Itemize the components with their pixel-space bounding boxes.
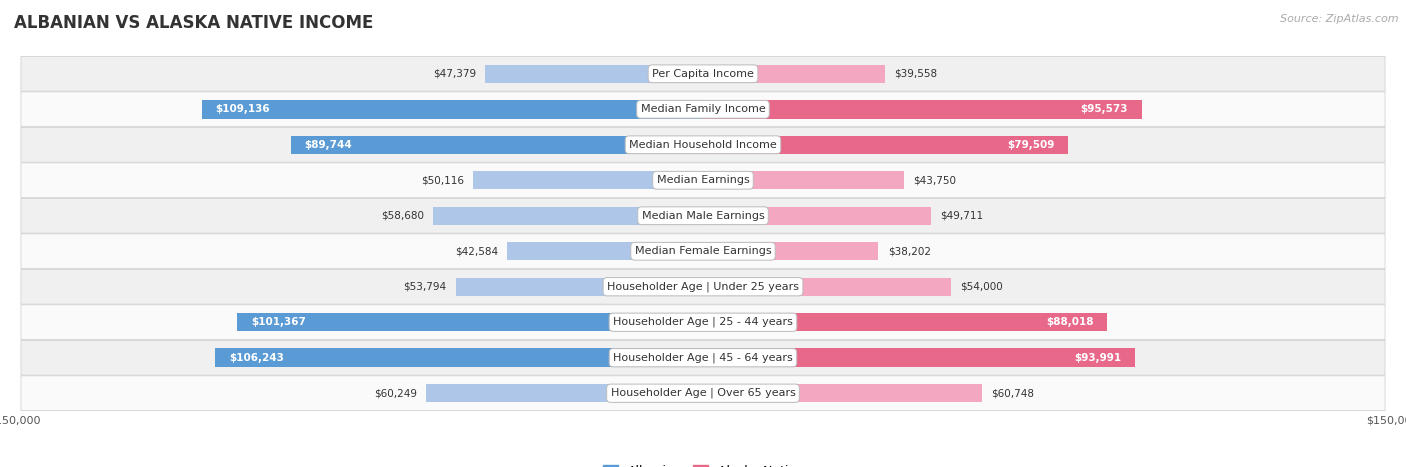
Text: $89,744: $89,744 xyxy=(305,140,353,150)
FancyBboxPatch shape xyxy=(21,198,1385,233)
Text: $53,794: $53,794 xyxy=(404,282,447,292)
FancyBboxPatch shape xyxy=(21,163,1385,198)
Text: Householder Age | Over 65 years: Householder Age | Over 65 years xyxy=(610,388,796,398)
Bar xyxy=(703,242,879,261)
Bar xyxy=(472,171,703,190)
FancyBboxPatch shape xyxy=(21,340,1385,375)
Text: Median Female Earnings: Median Female Earnings xyxy=(634,246,772,256)
Text: $54,000: $54,000 xyxy=(960,282,1002,292)
Bar xyxy=(703,384,981,403)
Bar xyxy=(456,277,703,296)
Text: Householder Age | 45 - 64 years: Householder Age | 45 - 64 years xyxy=(613,353,793,363)
Bar xyxy=(703,64,884,83)
Bar xyxy=(703,313,1108,332)
Text: $50,116: $50,116 xyxy=(420,175,464,185)
Bar xyxy=(508,242,703,261)
Text: $79,509: $79,509 xyxy=(1007,140,1054,150)
FancyBboxPatch shape xyxy=(21,92,1385,127)
Bar xyxy=(215,348,703,367)
Bar xyxy=(703,135,1069,154)
Bar xyxy=(433,206,703,225)
Text: Median Male Earnings: Median Male Earnings xyxy=(641,211,765,221)
Text: Median Earnings: Median Earnings xyxy=(657,175,749,185)
Text: Median Family Income: Median Family Income xyxy=(641,104,765,114)
FancyBboxPatch shape xyxy=(21,305,1385,340)
Text: $106,243: $106,243 xyxy=(229,353,284,363)
Text: $88,018: $88,018 xyxy=(1046,317,1094,327)
FancyBboxPatch shape xyxy=(21,269,1385,304)
Text: $39,558: $39,558 xyxy=(894,69,936,79)
Text: Per Capita Income: Per Capita Income xyxy=(652,69,754,79)
Text: $60,249: $60,249 xyxy=(374,388,418,398)
Text: $58,680: $58,680 xyxy=(381,211,425,221)
Text: $43,750: $43,750 xyxy=(912,175,956,185)
Bar xyxy=(291,135,703,154)
Bar xyxy=(426,384,703,403)
Bar xyxy=(703,348,1135,367)
Text: $38,202: $38,202 xyxy=(887,246,931,256)
Legend: Albanian, Alaska Native: Albanian, Alaska Native xyxy=(598,460,808,467)
Text: Householder Age | Under 25 years: Householder Age | Under 25 years xyxy=(607,282,799,292)
Text: Householder Age | 25 - 44 years: Householder Age | 25 - 44 years xyxy=(613,317,793,327)
FancyBboxPatch shape xyxy=(21,127,1385,162)
Bar xyxy=(703,277,950,296)
Bar xyxy=(703,206,931,225)
Bar xyxy=(201,100,703,119)
FancyBboxPatch shape xyxy=(21,57,1385,91)
Text: Source: ZipAtlas.com: Source: ZipAtlas.com xyxy=(1281,14,1399,24)
Bar xyxy=(703,100,1142,119)
Bar xyxy=(703,171,904,190)
FancyBboxPatch shape xyxy=(21,376,1385,410)
Text: $42,584: $42,584 xyxy=(456,246,498,256)
Text: $109,136: $109,136 xyxy=(215,104,270,114)
Text: $60,748: $60,748 xyxy=(991,388,1035,398)
Text: $93,991: $93,991 xyxy=(1074,353,1121,363)
Text: $49,711: $49,711 xyxy=(941,211,984,221)
Bar xyxy=(238,313,703,332)
FancyBboxPatch shape xyxy=(21,234,1385,269)
Text: $101,367: $101,367 xyxy=(252,317,307,327)
Text: $47,379: $47,379 xyxy=(433,69,477,79)
Bar xyxy=(485,64,703,83)
Text: ALBANIAN VS ALASKA NATIVE INCOME: ALBANIAN VS ALASKA NATIVE INCOME xyxy=(14,14,374,32)
Text: Median Household Income: Median Household Income xyxy=(628,140,778,150)
Text: $95,573: $95,573 xyxy=(1081,104,1128,114)
